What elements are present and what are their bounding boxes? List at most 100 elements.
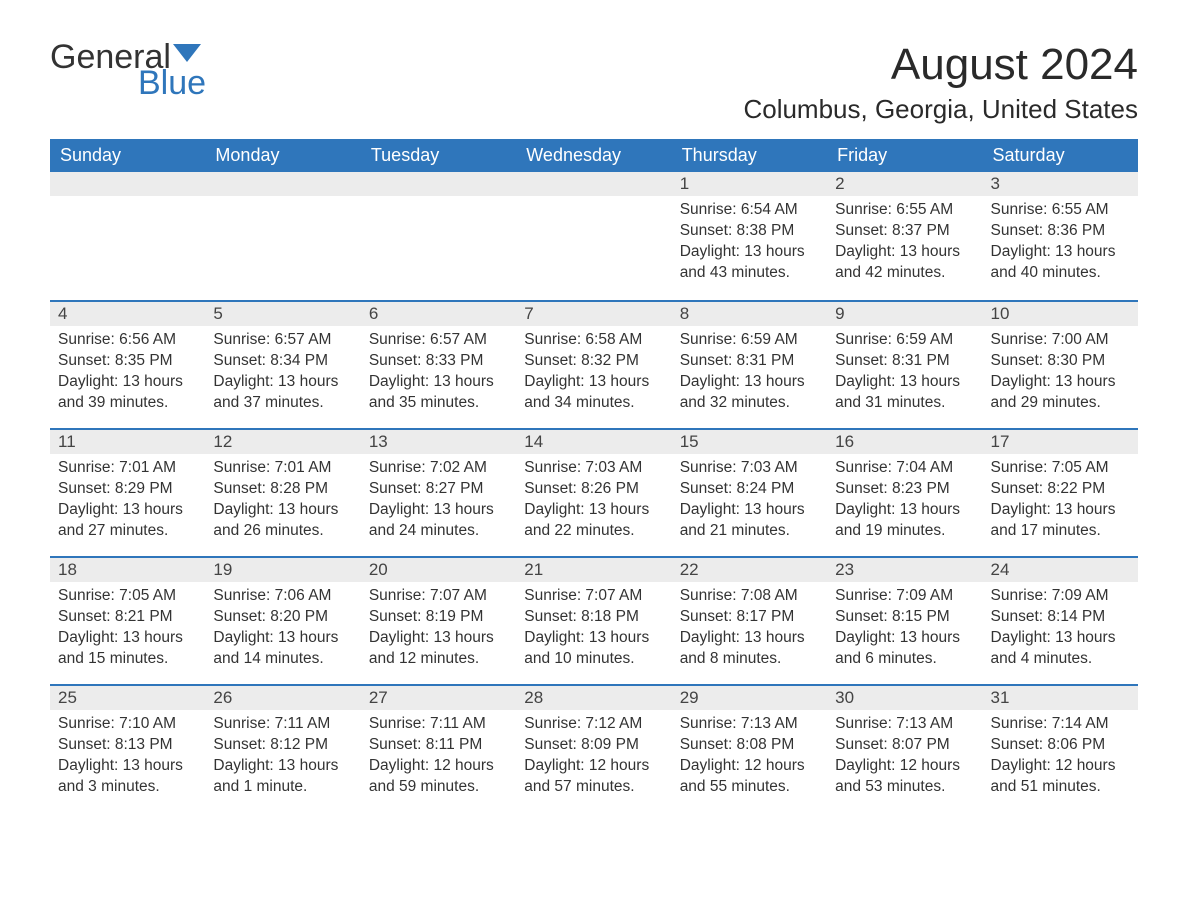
daylight-line: Daylight: 13 hours and 40 minutes. — [991, 242, 1130, 284]
day-number: 14 — [516, 428, 671, 454]
sunrise-line: Sunrise: 7:09 AM — [835, 586, 974, 607]
sunset-line: Sunset: 8:31 PM — [835, 351, 974, 372]
sunrise-line: Sunrise: 7:07 AM — [524, 586, 663, 607]
day-body: Sunrise: 7:07 AMSunset: 8:18 PMDaylight:… — [516, 582, 671, 678]
day-number-empty — [361, 172, 516, 196]
day-body: Sunrise: 7:02 AMSunset: 8:27 PMDaylight:… — [361, 454, 516, 550]
sunrise-line: Sunrise: 7:12 AM — [524, 714, 663, 735]
sunrise-line: Sunrise: 7:03 AM — [680, 458, 819, 479]
day-body: Sunrise: 6:55 AMSunset: 8:36 PMDaylight:… — [983, 196, 1138, 292]
calendar-cell: 22Sunrise: 7:08 AMSunset: 8:17 PMDayligh… — [672, 556, 827, 684]
daylight-line: Daylight: 12 hours and 51 minutes. — [991, 756, 1130, 798]
calendar-cell — [205, 172, 360, 300]
logo: General Blue — [50, 40, 206, 100]
daylight-line: Daylight: 13 hours and 27 minutes. — [58, 500, 197, 542]
daylight-line: Daylight: 13 hours and 31 minutes. — [835, 372, 974, 414]
calendar-cell — [50, 172, 205, 300]
day-body: Sunrise: 7:06 AMSunset: 8:20 PMDaylight:… — [205, 582, 360, 678]
sunrise-line: Sunrise: 7:01 AM — [213, 458, 352, 479]
sunset-line: Sunset: 8:31 PM — [680, 351, 819, 372]
day-body: Sunrise: 7:03 AMSunset: 8:24 PMDaylight:… — [672, 454, 827, 550]
sunset-line: Sunset: 8:13 PM — [58, 735, 197, 756]
day-body: Sunrise: 7:05 AMSunset: 8:22 PMDaylight:… — [983, 454, 1138, 550]
sunrise-line: Sunrise: 7:06 AM — [213, 586, 352, 607]
daylight-line: Daylight: 13 hours and 37 minutes. — [213, 372, 352, 414]
day-number: 13 — [361, 428, 516, 454]
day-number: 15 — [672, 428, 827, 454]
day-number: 30 — [827, 684, 982, 710]
sunrise-line: Sunrise: 6:57 AM — [213, 330, 352, 351]
calendar-cell: 15Sunrise: 7:03 AMSunset: 8:24 PMDayligh… — [672, 428, 827, 556]
day-body: Sunrise: 6:57 AMSunset: 8:34 PMDaylight:… — [205, 326, 360, 422]
sunset-line: Sunset: 8:24 PM — [680, 479, 819, 500]
day-body: Sunrise: 7:09 AMSunset: 8:15 PMDaylight:… — [827, 582, 982, 678]
day-number: 19 — [205, 556, 360, 582]
calendar-cell: 17Sunrise: 7:05 AMSunset: 8:22 PMDayligh… — [983, 428, 1138, 556]
day-number-empty — [50, 172, 205, 196]
day-number: 9 — [827, 300, 982, 326]
daylight-line: Daylight: 13 hours and 22 minutes. — [524, 500, 663, 542]
daylight-line: Daylight: 13 hours and 21 minutes. — [680, 500, 819, 542]
sunset-line: Sunset: 8:37 PM — [835, 221, 974, 242]
sunset-line: Sunset: 8:34 PM — [213, 351, 352, 372]
sunset-line: Sunset: 8:29 PM — [58, 479, 197, 500]
day-number-empty — [516, 172, 671, 196]
daylight-line: Daylight: 13 hours and 12 minutes. — [369, 628, 508, 670]
calendar-cell: 13Sunrise: 7:02 AMSunset: 8:27 PMDayligh… — [361, 428, 516, 556]
sunset-line: Sunset: 8:19 PM — [369, 607, 508, 628]
day-body: Sunrise: 6:59 AMSunset: 8:31 PMDaylight:… — [672, 326, 827, 422]
day-number: 5 — [205, 300, 360, 326]
sunset-line: Sunset: 8:33 PM — [369, 351, 508, 372]
day-number: 27 — [361, 684, 516, 710]
calendar-cell — [361, 172, 516, 300]
day-body: Sunrise: 7:01 AMSunset: 8:29 PMDaylight:… — [50, 454, 205, 550]
day-number: 18 — [50, 556, 205, 582]
daylight-line: Daylight: 13 hours and 10 minutes. — [524, 628, 663, 670]
sunset-line: Sunset: 8:23 PM — [835, 479, 974, 500]
sunrise-line: Sunrise: 7:07 AM — [369, 586, 508, 607]
day-number: 31 — [983, 684, 1138, 710]
sunset-line: Sunset: 8:32 PM — [524, 351, 663, 372]
day-body: Sunrise: 6:57 AMSunset: 8:33 PMDaylight:… — [361, 326, 516, 422]
sunset-line: Sunset: 8:21 PM — [58, 607, 197, 628]
calendar-cell: 2Sunrise: 6:55 AMSunset: 8:37 PMDaylight… — [827, 172, 982, 300]
day-body: Sunrise: 7:08 AMSunset: 8:17 PMDaylight:… — [672, 582, 827, 678]
sunrise-line: Sunrise: 7:08 AM — [680, 586, 819, 607]
sunrise-line: Sunrise: 6:54 AM — [680, 200, 819, 221]
sunrise-line: Sunrise: 7:09 AM — [991, 586, 1130, 607]
calendar-cell: 28Sunrise: 7:12 AMSunset: 8:09 PMDayligh… — [516, 684, 671, 812]
calendar-cell: 14Sunrise: 7:03 AMSunset: 8:26 PMDayligh… — [516, 428, 671, 556]
day-body: Sunrise: 7:14 AMSunset: 8:06 PMDaylight:… — [983, 710, 1138, 806]
daylight-line: Daylight: 13 hours and 43 minutes. — [680, 242, 819, 284]
sunset-line: Sunset: 8:18 PM — [524, 607, 663, 628]
sunset-line: Sunset: 8:36 PM — [991, 221, 1130, 242]
calendar-cell: 9Sunrise: 6:59 AMSunset: 8:31 PMDaylight… — [827, 300, 982, 428]
calendar-cell: 29Sunrise: 7:13 AMSunset: 8:08 PMDayligh… — [672, 684, 827, 812]
day-number: 2 — [827, 172, 982, 196]
sunset-line: Sunset: 8:09 PM — [524, 735, 663, 756]
daylight-line: Daylight: 12 hours and 59 minutes. — [369, 756, 508, 798]
sunrise-line: Sunrise: 6:59 AM — [680, 330, 819, 351]
calendar-cell: 24Sunrise: 7:09 AMSunset: 8:14 PMDayligh… — [983, 556, 1138, 684]
day-body: Sunrise: 7:11 AMSunset: 8:11 PMDaylight:… — [361, 710, 516, 806]
calendar-cell: 12Sunrise: 7:01 AMSunset: 8:28 PMDayligh… — [205, 428, 360, 556]
daylight-line: Daylight: 13 hours and 15 minutes. — [58, 628, 197, 670]
calendar-cell: 20Sunrise: 7:07 AMSunset: 8:19 PMDayligh… — [361, 556, 516, 684]
day-number-empty — [205, 172, 360, 196]
daylight-line: Daylight: 13 hours and 3 minutes. — [58, 756, 197, 798]
calendar-cell: 4Sunrise: 6:56 AMSunset: 8:35 PMDaylight… — [50, 300, 205, 428]
sunrise-line: Sunrise: 7:14 AM — [991, 714, 1130, 735]
calendar-cell: 11Sunrise: 7:01 AMSunset: 8:29 PMDayligh… — [50, 428, 205, 556]
sunset-line: Sunset: 8:22 PM — [991, 479, 1130, 500]
day-number: 11 — [50, 428, 205, 454]
day-number: 10 — [983, 300, 1138, 326]
weekday-header: Monday — [205, 139, 360, 172]
weekday-header: Thursday — [672, 139, 827, 172]
calendar-cell: 16Sunrise: 7:04 AMSunset: 8:23 PMDayligh… — [827, 428, 982, 556]
day-body: Sunrise: 7:04 AMSunset: 8:23 PMDaylight:… — [827, 454, 982, 550]
calendar-table: SundayMondayTuesdayWednesdayThursdayFrid… — [50, 139, 1138, 812]
calendar-header-row: SundayMondayTuesdayWednesdayThursdayFrid… — [50, 139, 1138, 172]
sunset-line: Sunset: 8:11 PM — [369, 735, 508, 756]
daylight-line: Daylight: 12 hours and 57 minutes. — [524, 756, 663, 798]
sunset-line: Sunset: 8:15 PM — [835, 607, 974, 628]
